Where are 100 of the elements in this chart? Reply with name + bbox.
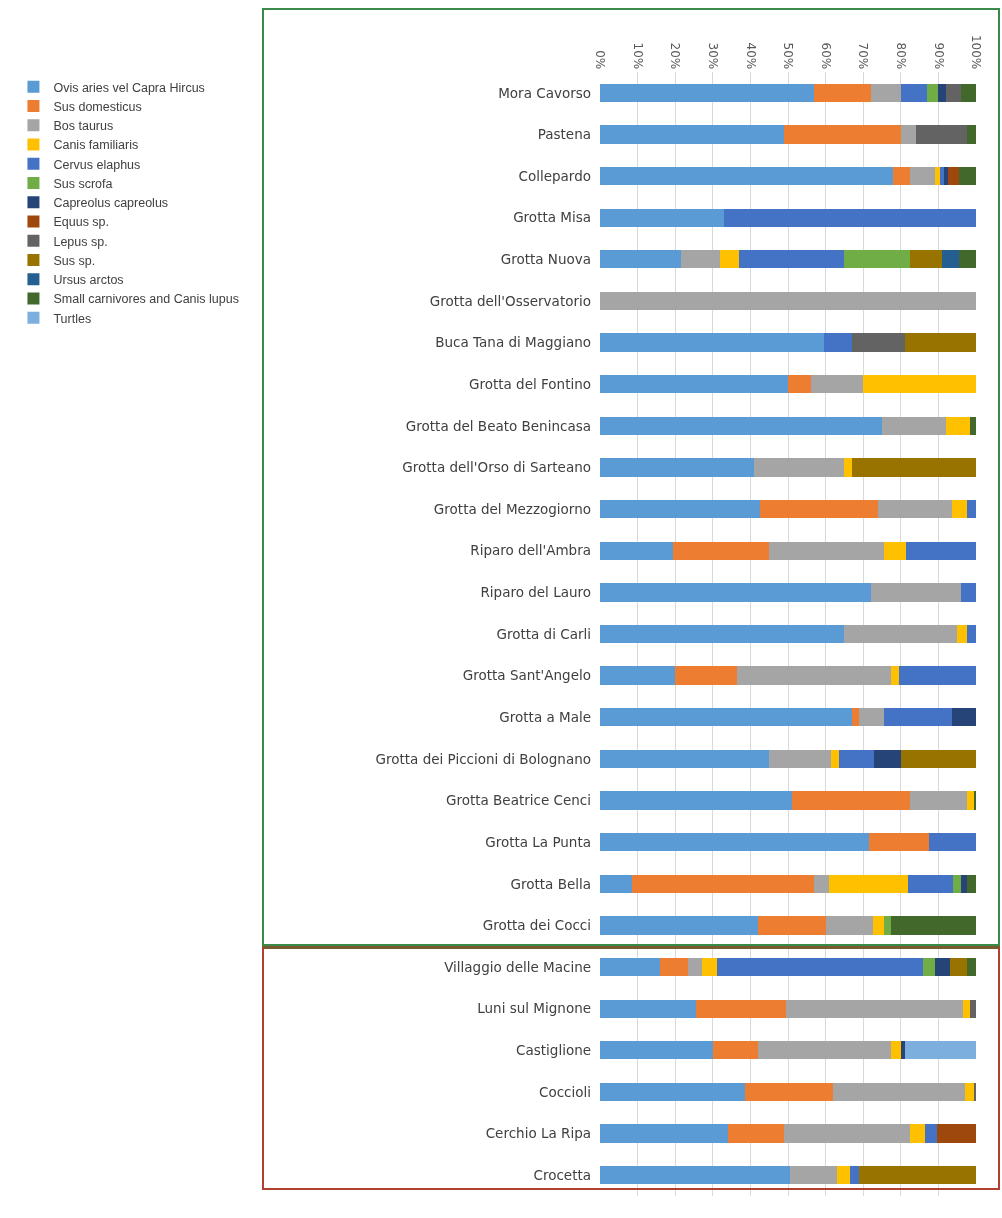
bar [910,250,943,269]
bar [882,416,946,436]
legend-label: Cervus elaphus [53,157,141,172]
legend-label: Sus scrofa [53,176,113,191]
bar [814,83,871,102]
bar [600,1124,728,1143]
bar [739,250,845,269]
bar [786,999,963,1018]
bar [660,957,689,977]
bar [898,666,976,685]
y-tick-label: Grotta Misa [513,209,591,226]
y-tick-label: Cerchio La Ripa [485,1125,591,1142]
bar [872,916,884,935]
bar [960,583,976,602]
y-tick-label: Pastena [537,126,591,143]
bar [600,208,725,227]
bar [900,125,916,144]
x-tick-label: 50% [781,42,796,70]
bar [900,83,928,102]
bar [949,957,967,977]
bar [724,208,976,227]
x-tick-label: 70% [856,42,871,70]
bar [600,957,661,977]
bar [712,1041,758,1060]
y-tick-label: Grotta del Mezzogiorno [433,500,591,517]
y-tick-label: Grotta Sant'Angelo [462,667,591,684]
y-tick-label: Grotta dell'Osservatorio [429,292,591,309]
bar [962,999,971,1018]
bar [945,83,961,102]
bar [600,832,869,852]
y-tick-label: Castiglione [516,1042,591,1059]
bar [600,416,882,436]
y-tick-label: Grotta La Punta [485,833,591,850]
bar [874,749,901,769]
bar [868,832,929,852]
bar [631,874,815,893]
x-tick-label: 100% [969,34,984,70]
bar [942,250,960,269]
bar [850,1166,860,1185]
bar [863,375,976,394]
bar [934,957,950,977]
bar [600,874,632,893]
x-tick-label: 60% [818,42,833,70]
bar [600,666,676,685]
bar [784,1124,911,1143]
bar [737,666,892,685]
bar [859,1166,976,1185]
bar [936,1124,976,1143]
y-tick-label: Grotta Beatrice Cenci [445,792,591,809]
bar [910,791,967,810]
bar [957,624,967,644]
bar [878,499,952,519]
bar [769,541,884,560]
bar [600,624,845,644]
bar [870,583,961,602]
bar [910,166,935,186]
bar [940,166,945,186]
bar [600,791,792,810]
bar [784,125,901,144]
bar [900,749,976,769]
bar [966,874,976,893]
bar [716,957,924,977]
bar [769,749,832,769]
bar [836,1166,851,1185]
bar [947,166,960,186]
y-tick-label: Riparo del Lauro [480,584,591,601]
y-tick-label: Mora Cavorso [498,84,591,101]
y-tick-label: Grotta del Beato Benincasa [405,417,591,434]
bar [823,333,852,352]
bar [789,1166,837,1185]
bar [891,916,976,935]
bar [673,541,770,560]
bar [814,874,830,893]
x-tick-label: 40% [743,42,758,70]
bar [600,291,976,311]
bar [600,916,758,935]
bar [966,624,976,644]
bar [701,957,717,977]
bar [600,125,785,144]
bar [600,1166,790,1185]
bar [951,499,967,519]
bar [925,1124,937,1143]
x-tick-label: 80% [893,42,908,70]
bar [960,874,967,893]
bar [923,957,935,977]
bar [953,874,961,893]
bar [831,749,839,769]
bar [600,1082,745,1102]
x-tick-label: 30% [705,42,720,70]
bar [859,708,884,727]
bar [695,999,787,1018]
bar [906,541,976,560]
bar [904,333,976,352]
bar [927,83,939,102]
bar [960,83,976,102]
bar [851,708,860,727]
legend-label: Sus domesticus [53,99,142,114]
bar [600,499,760,519]
x-tick-label: 90% [931,42,946,70]
bar [829,874,909,893]
